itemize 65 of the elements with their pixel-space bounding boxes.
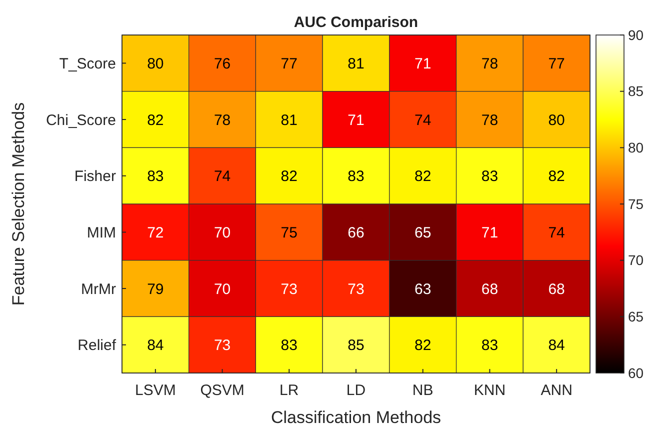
data-label: 74 (214, 168, 231, 186)
data-label: 82 (280, 168, 298, 186)
data-label: 74 (414, 112, 432, 129)
data-label: 83 (481, 168, 498, 186)
data-label: 73 (214, 337, 231, 354)
data-label: 85 (348, 337, 364, 354)
data-label: 71 (481, 224, 498, 242)
data-label: 65 (414, 224, 432, 242)
y-tick-label: Chi_Score (46, 112, 116, 129)
data-label: 75 (280, 224, 298, 242)
data-label: 63 (414, 280, 432, 298)
data-label: 84 (548, 337, 565, 354)
data-label: 81 (348, 55, 364, 72)
data-label: 68 (481, 280, 498, 298)
y-tick-label: MrMr (81, 280, 116, 298)
y-tick-label: Fisher (74, 168, 116, 186)
x-tick-label: LSVM (135, 382, 176, 399)
data-label: 82 (414, 337, 432, 354)
data-label: 77 (548, 55, 565, 72)
data-label: 73 (348, 280, 364, 298)
color-bar-label: 75 (628, 196, 644, 212)
data-label: 68 (548, 280, 565, 298)
color-bar-label: 85 (628, 83, 644, 100)
data-label: 83 (280, 337, 298, 354)
data-label: 82 (414, 168, 432, 186)
data-label: 82 (548, 168, 565, 186)
color-bar-label: 70 (628, 252, 644, 268)
data-label: 74 (548, 224, 565, 242)
data-label: 80 (147, 55, 164, 72)
data-label: 77 (280, 55, 298, 72)
y-tick-label: T_Score (59, 55, 116, 72)
data-label: 80 (548, 112, 565, 129)
data-label: 76 (214, 55, 231, 72)
data-label: 78 (481, 112, 498, 129)
x-tick-label: LD (346, 382, 366, 399)
data-label: 84 (147, 337, 164, 354)
data-label: 78 (481, 55, 498, 72)
x-tick-label: NB (412, 382, 434, 399)
x-tick-label: LR (280, 382, 299, 399)
data-label: 70 (214, 224, 231, 242)
color-bar-label: 80 (628, 140, 644, 156)
chart-title: AUC Comparison (294, 14, 418, 31)
data-label: 70 (214, 280, 231, 298)
color-bar-label: 65 (628, 308, 644, 325)
data-label: 81 (280, 112, 298, 129)
data-label: 83 (348, 168, 364, 186)
y-axis-title: Feature Selection Methods (9, 102, 28, 306)
data-label: 79 (147, 280, 164, 298)
y-tick-label: MIM (86, 224, 116, 242)
x-axis-title: Classification Methods (270, 408, 442, 427)
data-label: 73 (280, 280, 298, 298)
data-label: 82 (147, 112, 164, 129)
data-label: 71 (414, 55, 432, 72)
color-bar-label: 60 (628, 364, 644, 381)
x-tick-label: ANN (540, 382, 572, 399)
data-label: 71 (348, 112, 364, 129)
data-label: 78 (214, 112, 231, 129)
data-label: 83 (147, 168, 164, 186)
data-label: 72 (147, 224, 164, 242)
x-tick-label: KNN (474, 382, 506, 399)
data-label: 66 (348, 224, 364, 242)
data-label: 83 (481, 337, 498, 354)
color-bar-label: 90 (628, 26, 644, 43)
x-tick-label: QSVM (200, 382, 244, 399)
y-tick-label: Relief (78, 337, 117, 354)
